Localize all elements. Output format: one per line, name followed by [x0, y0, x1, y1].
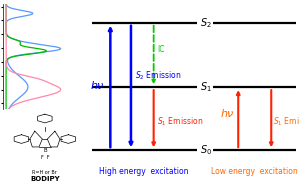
Text: $S_1$: $S_1$	[200, 80, 212, 94]
Text: $S_0$: $S_0$	[200, 143, 212, 157]
Text: $S_1$ Emission: $S_1$ Emission	[157, 115, 203, 128]
Text: Low energy  excitation: Low energy excitation	[211, 167, 298, 176]
Text: IC: IC	[157, 45, 164, 54]
Text: High energy  excitation: High energy excitation	[99, 167, 188, 176]
Text: R=H or Br: R=H or Br	[32, 170, 57, 175]
Text: B: B	[43, 148, 47, 153]
Text: hν: hν	[90, 81, 103, 92]
Text: $S_2$: $S_2$	[200, 16, 212, 30]
Text: hν: hν	[220, 109, 234, 119]
Text: $S_2$ Emission: $S_2$ Emission	[135, 70, 181, 83]
Text: BODIPY: BODIPY	[30, 176, 60, 182]
Text: F  F: F F	[41, 155, 49, 161]
Text: $S_1$ Emission: $S_1$ Emission	[273, 115, 299, 128]
